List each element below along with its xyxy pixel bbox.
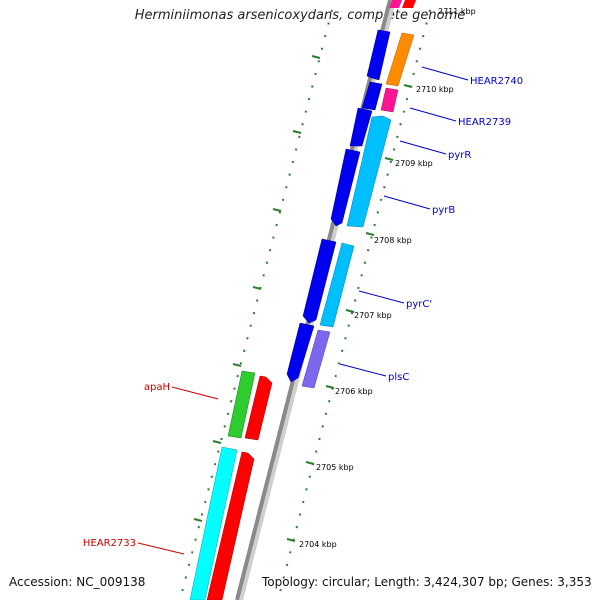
tick-label: 2709 kbp: [395, 159, 433, 168]
gene-hear2740: [385, 32, 415, 87]
gene-blue-2: [361, 81, 383, 111]
accession-text: Accession: NC_009138: [9, 575, 146, 589]
gene-label-apaH: apaH: [144, 382, 170, 393]
inner-tick-line: [179, 9, 333, 600]
tick-label: 2706 kbp: [335, 387, 373, 396]
forward-genes: [301, 0, 416, 389]
tick-label: 2705 kbp: [316, 463, 354, 472]
gene-hear2733: [189, 446, 238, 600]
label-leaders: [137, 66, 469, 555]
gene-blue-6: [286, 322, 315, 383]
gene-blue-5: [302, 238, 337, 324]
map-title: Herminiimonas arsenicoxydans, complete g…: [134, 8, 466, 23]
major-tick-outer: [325, 385, 335, 389]
major-tick-outer: [286, 538, 296, 542]
leader-pyrC: [358, 290, 405, 304]
tick-labels: 2711 kbp 2710 kbp 2709 kbp 2708 kbp 2707…: [299, 7, 476, 549]
summary-text: Topology: circular; Length: 3,424,307 bp…: [262, 575, 592, 589]
reverse-genes-red: [206, 375, 273, 600]
major-tick-inner: [252, 286, 262, 290]
tick-label: 2708 kbp: [374, 236, 412, 245]
leader-pyrB: [383, 195, 431, 210]
major-tick-outer: [305, 461, 315, 465]
tick-label: 2710 kbp: [416, 85, 454, 94]
major-tick-outer: [365, 232, 375, 236]
gene-blue-1: [366, 29, 391, 81]
gene-top-pink: [389, 0, 402, 8]
tick-label: 2707 kbp: [354, 311, 392, 320]
gene-blue-4: [330, 148, 361, 227]
gene-label-pyrR: pyrR: [448, 150, 471, 161]
gene-label-hear2739: HEAR2739: [458, 117, 511, 128]
gene-label-pyrB: pyrB: [432, 205, 455, 216]
gene-label-hear2740: HEAR2740: [470, 76, 523, 87]
reverse-genes: [189, 370, 256, 600]
major-tick-inner: [193, 518, 203, 522]
gene-label-hear2733: HEAR2733: [83, 538, 136, 549]
gene-pyrB: [346, 115, 392, 228]
leader-apaH: [171, 386, 219, 400]
forward-genes-inner: [286, 29, 391, 383]
gene-pyrC: [319, 242, 355, 328]
outer-tick-line: [277, 9, 431, 600]
tick-label: 2704 kbp: [299, 540, 337, 549]
leader-hear2733: [137, 542, 185, 555]
leader-plsC: [339, 363, 387, 377]
gene-labels: HEAR2740 HEAR2739 pyrR pyrB pyrC' plsC a…: [83, 76, 523, 549]
gene-red-1: [244, 375, 273, 441]
major-tick-inner: [272, 208, 282, 212]
gene-plsC: [301, 329, 331, 389]
gene-label-pyrC: pyrC': [406, 299, 432, 310]
major-tick-outer: [403, 84, 413, 88]
leader-pyrR: [399, 140, 447, 155]
tick-label: 2711 kbp: [438, 7, 476, 16]
gene-label-plsC: plsC: [388, 372, 409, 383]
gene-blue-3: [349, 107, 373, 147]
gene-top-red: [402, 0, 416, 8]
major-tick-outer: [384, 157, 394, 161]
gene-red-2: [206, 451, 255, 600]
major-tick-inner: [232, 363, 242, 367]
major-tick-inner: [311, 55, 321, 59]
major-tick-outer: [345, 309, 355, 313]
gene-hear2739: [380, 87, 399, 113]
leader-hear2739: [409, 107, 457, 122]
major-tick-inner: [292, 130, 302, 134]
major-tick-inner: [212, 440, 222, 444]
leader-hear2740: [421, 66, 469, 81]
gene-apaH: [227, 370, 256, 439]
major-ticks: [193, 55, 413, 542]
